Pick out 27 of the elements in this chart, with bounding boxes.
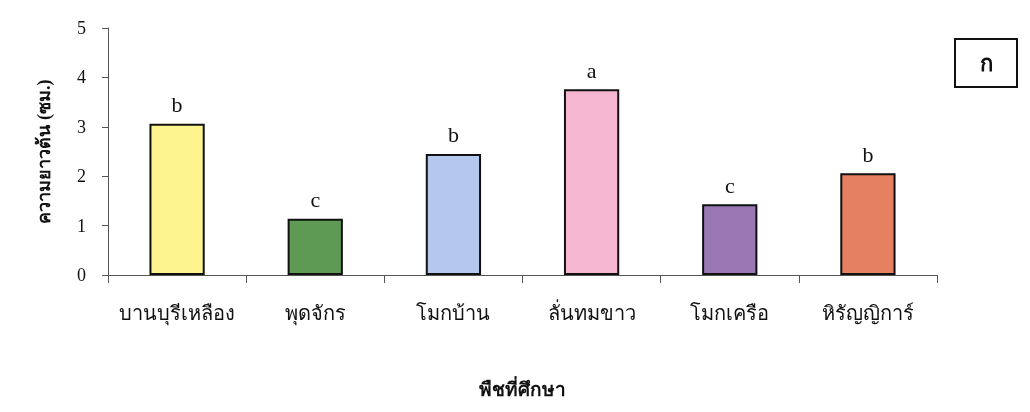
y-axis-title: ความยาวต้น (ซม.) — [34, 79, 55, 224]
x-tick-label: หิรัญญิการ์ — [821, 302, 914, 325]
y-tick-label: 4 — [77, 67, 86, 88]
x-tick-label: บานบุรีเหลือง — [119, 302, 236, 326]
x-tick-label: พุดจักร — [284, 302, 346, 326]
annotation: c — [310, 187, 321, 213]
bar — [563, 89, 620, 275]
y-tick-label: 0 — [77, 265, 86, 285]
x-tick-label: โมกบ้าน — [416, 302, 491, 324]
y-tick-label: 3 — [77, 116, 86, 137]
bar — [702, 204, 758, 275]
y-tick-label: 2 — [77, 166, 86, 187]
x-tick-label: ลั่นทมขาว — [547, 299, 636, 324]
bar — [149, 123, 205, 275]
text: ก — [979, 50, 993, 76]
bar — [840, 173, 896, 275]
y-tick-label: 5 — [77, 18, 86, 38]
annotation: b — [171, 92, 183, 118]
annotation: b — [862, 141, 874, 167]
y-tick-label: 1 — [77, 215, 86, 236]
x-axis-title: พืชที่ศึกษา — [479, 376, 566, 400]
annotation: c — [724, 172, 735, 198]
bar — [287, 218, 343, 275]
bar — [425, 153, 482, 275]
x-tick-label: โมกเครือ — [690, 302, 770, 324]
annotation: b — [447, 122, 459, 148]
annotation: a — [586, 57, 597, 83]
